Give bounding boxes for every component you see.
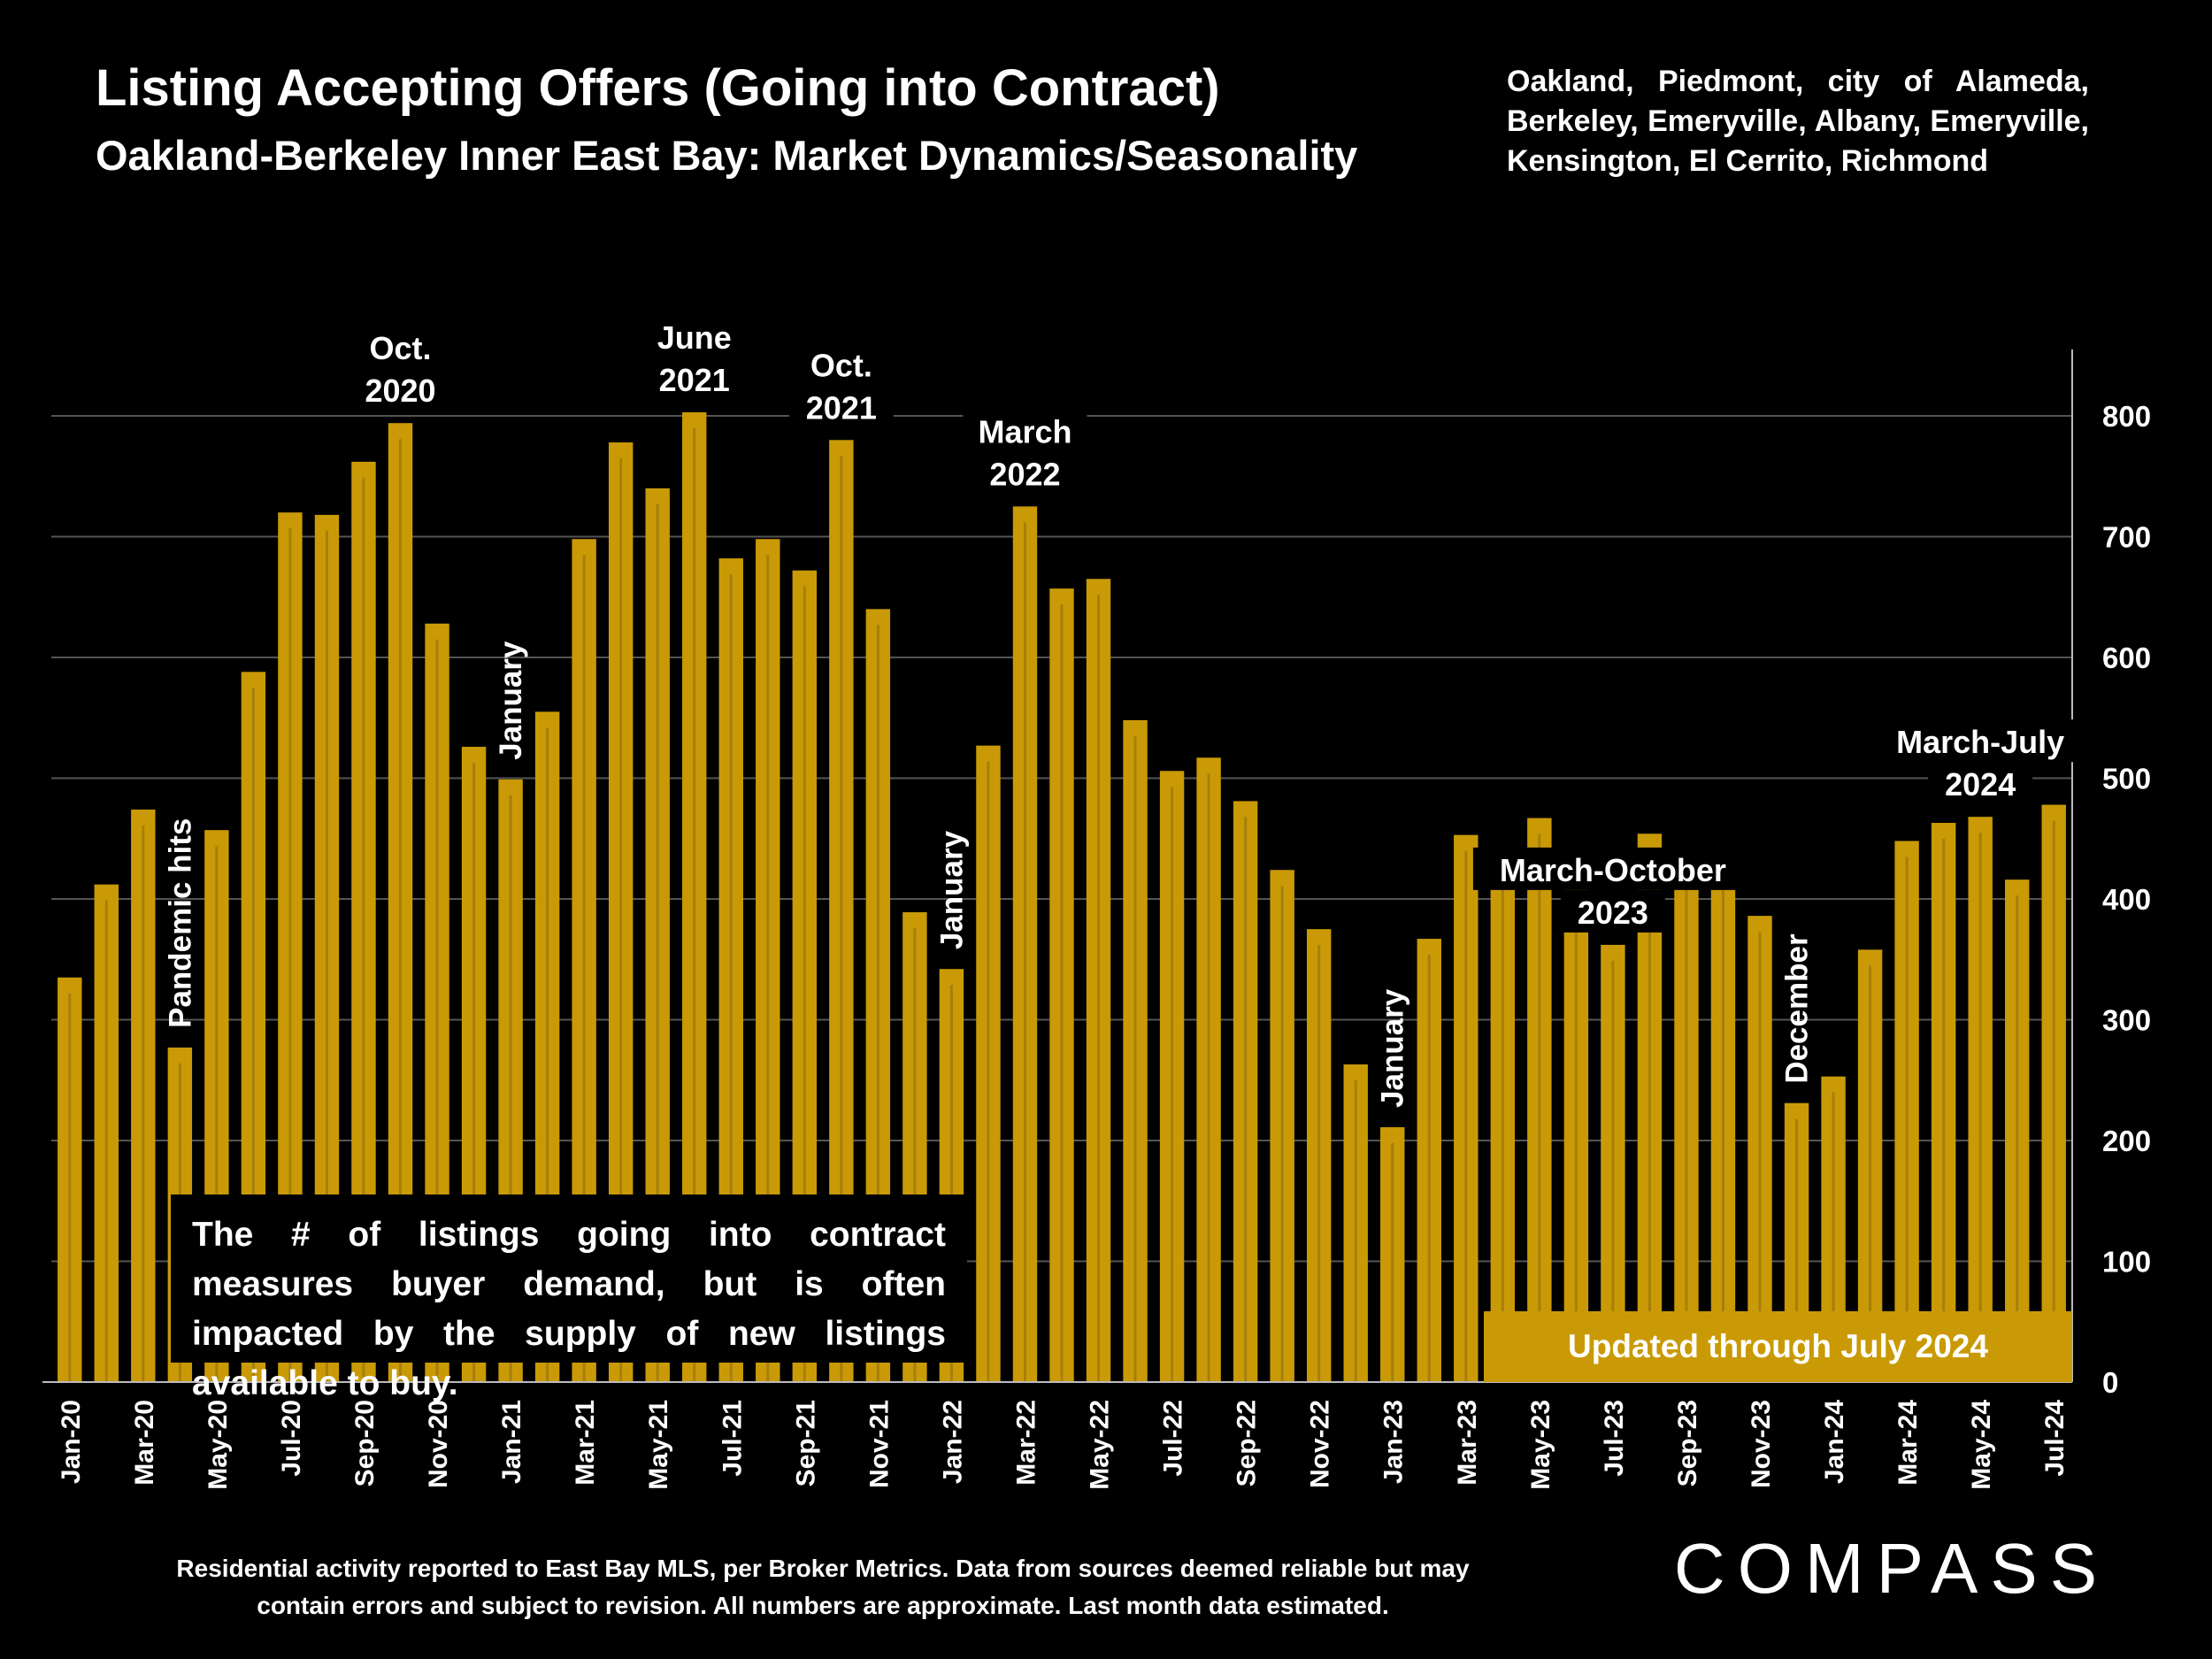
annotation-bg: [788, 342, 894, 386]
x-tick-label: Jul-22: [1159, 1400, 1188, 1477]
chart-title: Listing Accepting Offers (Going into Con…: [96, 59, 1220, 117]
x-tick-label: Sep-21: [791, 1400, 820, 1486]
x-tick-label: Jan-24: [1820, 1400, 1849, 1484]
x-tick-label: Jan-20: [57, 1400, 86, 1484]
x-tick-label: Mar-23: [1453, 1400, 1482, 1486]
annotation-label: January: [934, 830, 969, 949]
annotation-label: 2021: [659, 362, 730, 398]
region-list: Oakland, Piedmont, city of Alameda, Berk…: [1507, 65, 2089, 178]
x-tick-label: Sep-23: [1673, 1400, 1702, 1486]
x-tick-label: Sep-20: [350, 1400, 380, 1486]
x-tick-label: Jul-21: [718, 1400, 747, 1477]
x-tick-label: Jul-24: [2040, 1400, 2070, 1477]
annotation-label: 2023: [1578, 895, 1648, 931]
annotation-bg: [1472, 847, 1753, 890]
x-tick-label: Nov-20: [424, 1400, 453, 1488]
updated-badge: Updated through July 2024: [1484, 1311, 2072, 1382]
y-tick-label: 400: [2102, 883, 2151, 916]
annotation-label: January: [1376, 988, 1410, 1108]
annotation-bg: [348, 326, 453, 369]
x-tick-label: Jul-20: [277, 1400, 306, 1477]
annotation-label: March: [978, 413, 1071, 449]
annotation-label: Oct.: [810, 347, 872, 383]
x-tick-label: May-20: [204, 1400, 233, 1490]
annotation-bg: [1870, 719, 2092, 763]
footnote: Residential activity reported to East Ba…: [176, 1555, 1470, 1619]
annotation-label: March-July: [1896, 724, 2064, 760]
annotation-label: June: [657, 319, 732, 356]
annotation-bg: [348, 368, 453, 411]
x-tick-label: Jul-23: [1600, 1400, 1629, 1477]
annotation-label: January: [494, 641, 528, 760]
x-tick-label: May-23: [1526, 1400, 1555, 1490]
annotation-label: Oct.: [370, 330, 432, 366]
annotation-bg: [641, 357, 747, 400]
y-tick-label: 500: [2102, 763, 2151, 795]
annotation-label: December: [1780, 933, 1815, 1084]
x-tick-label: Jan-23: [1379, 1400, 1409, 1484]
x-tick-label: Mar-24: [1893, 1400, 1923, 1486]
y-tick-label: 300: [2102, 1004, 2151, 1037]
annotation-bg: [963, 409, 1087, 452]
x-tick-label: Nov-23: [1747, 1400, 1776, 1488]
y-tick-label: 600: [2102, 641, 2151, 674]
x-tick-label: Sep-22: [1233, 1400, 1262, 1486]
x-tick-label: Jan-22: [938, 1400, 967, 1484]
x-tick-label: May-22: [1086, 1400, 1115, 1490]
x-tick-label: Mar-20: [130, 1400, 159, 1486]
x-tick-label: Mar-22: [1011, 1400, 1041, 1486]
annotation-bg: [972, 451, 1078, 495]
x-tick-label: Mar-21: [571, 1400, 600, 1486]
annotation-bg: [788, 385, 894, 428]
x-tick-label: Nov-22: [1306, 1400, 1335, 1488]
x-tick-label: May-24: [1967, 1400, 1996, 1490]
annotation-label: 2021: [806, 389, 877, 426]
annotation-label: 2024: [1945, 766, 2016, 803]
annotation-bg: [1928, 762, 2033, 805]
annotation-label: Pandemic hits: [163, 818, 197, 1028]
y-tick-label: 800: [2102, 400, 2151, 433]
svg-text:COMPASS: COMPASS: [1674, 1529, 2109, 1608]
chart-subtitle: Oakland-Berkeley Inner East Bay: Market …: [96, 132, 1358, 179]
y-tick-label: 100: [2102, 1246, 2151, 1279]
annotation-label: March-October: [1500, 852, 1726, 888]
compass-logo: COMPASS: [1674, 1529, 2109, 1608]
y-tick-label: 200: [2102, 1125, 2151, 1157]
x-tick-label: Jan-21: [497, 1400, 526, 1484]
annotation-label: 2022: [989, 456, 1060, 492]
y-tick-label: 0: [2102, 1366, 2118, 1399]
annotation-label: 2020: [365, 373, 435, 409]
annotation-bg: [1560, 889, 1665, 933]
x-tick-label: May-21: [644, 1400, 673, 1490]
y-tick-label: 700: [2102, 521, 2151, 554]
callout-note: The # of listings going into contract me…: [171, 1194, 967, 1402]
annotation-bg: [641, 314, 747, 357]
x-tick-label: Nov-21: [864, 1400, 894, 1488]
